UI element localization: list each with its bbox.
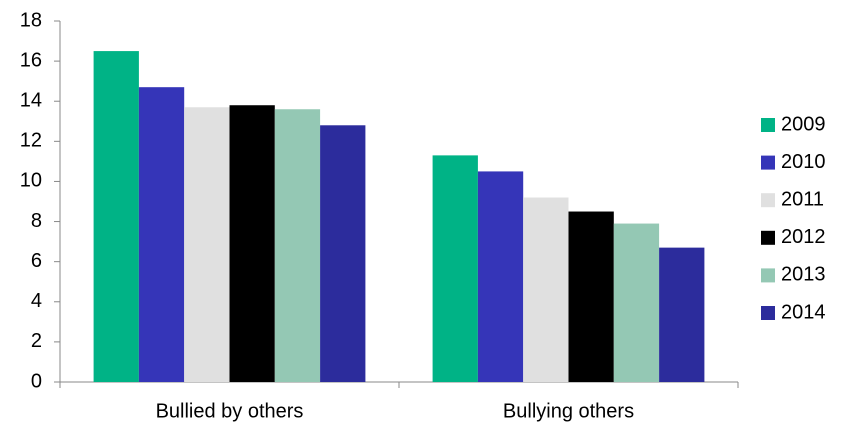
bar: [184, 107, 230, 382]
bar: [477, 171, 524, 382]
legend-swatch: [761, 193, 775, 208]
bar: [568, 211, 614, 382]
y-tick-label: 0: [31, 370, 42, 392]
legend-label: 2012: [781, 226, 826, 248]
legend-label: 2014: [781, 301, 826, 323]
bar: [274, 109, 321, 382]
legend-swatch: [761, 155, 775, 170]
x-tick-label: Bullying others: [503, 400, 634, 422]
y-tick-label: 6: [31, 250, 42, 272]
y-tick-label: 14: [20, 90, 42, 112]
legend-label: 2010: [781, 151, 826, 173]
legend-label: 2011: [781, 188, 824, 210]
legend-swatch: [761, 306, 775, 320]
bar: [523, 197, 569, 382]
y-tick-label: 2: [31, 330, 42, 352]
y-tick-label: 16: [20, 49, 42, 71]
bar: [93, 51, 139, 382]
y-tick-label: 12: [20, 130, 42, 152]
legend-swatch: [761, 118, 775, 132]
y-tick-label: 4: [31, 290, 42, 312]
legend-label: 2009: [781, 113, 826, 135]
bar: [613, 223, 660, 382]
y-tick-label: 10: [20, 170, 42, 192]
bar: [138, 87, 185, 382]
legend-swatch: [761, 268, 775, 283]
bar: [229, 105, 275, 382]
bar: [659, 247, 705, 382]
legend-swatch: [761, 230, 775, 245]
legend-label: 2013: [781, 264, 826, 286]
bar: [432, 155, 478, 382]
y-tick-label: 8: [31, 210, 42, 232]
bar: [320, 125, 366, 383]
y-tick-label: 18: [20, 9, 42, 31]
x-tick-label: Bullied by others: [156, 400, 304, 422]
